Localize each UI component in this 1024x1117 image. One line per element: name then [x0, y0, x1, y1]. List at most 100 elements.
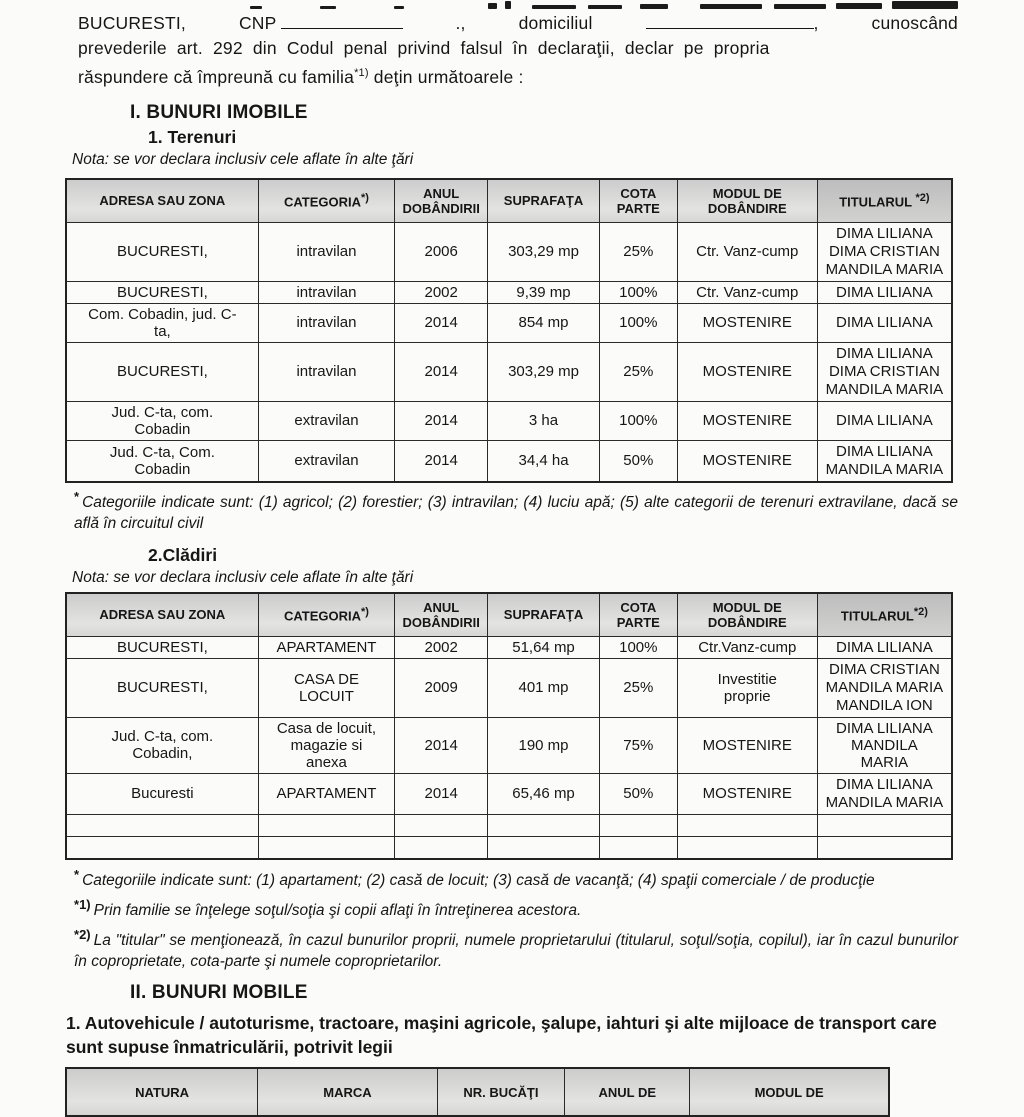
scan-artifact-fragment	[588, 5, 622, 9]
table-cell: 2009	[394, 657, 489, 718]
column-header: ADRESA SAU ZONA	[65, 592, 259, 637]
cnp-blank-field	[280, 13, 403, 29]
footnote-ref-1: *1)	[354, 67, 369, 79]
table-cell: 2006	[394, 221, 489, 282]
table-row: BUCURESTI, intravilan 2002 9,39 mp 100% Ctr. …	[65, 280, 953, 304]
table-cell: 303,29 mp	[487, 221, 600, 282]
table-cell: Jud. C-ta, com. Cobadin,	[65, 716, 259, 774]
nota-cladiri: Nota: se vor declara inclusiv cele aflat…	[72, 568, 414, 586]
empty-table-cell	[394, 835, 489, 860]
intro-domiciliul-blank: ,	[645, 11, 819, 36]
table-row: BUCURESTI, intravilan 2006 303,29 mp 25% Ctr.…	[65, 221, 953, 282]
table-cell: 2002	[394, 280, 489, 304]
table-cell: BUCURESTI,	[65, 635, 259, 659]
intro-line-2: prevederile art. 292 din Codul penal pri…	[78, 38, 770, 58]
table-cell: 303,29 mp	[487, 341, 600, 402]
table-cell: 2002	[394, 635, 489, 659]
footnote-categorii-cladiri: * Categoriile indicate sunt: (1) apartame…	[74, 866, 875, 890]
table-cell: Investitie proprie	[676, 657, 818, 718]
table-cell: MOSTENIRE	[676, 439, 818, 483]
table-cell: Jud. C-ta, com. Cobadin	[65, 400, 259, 441]
empty-table-cell	[487, 813, 600, 837]
scan-artifact-fragment	[250, 6, 262, 9]
intro-punct: .,	[455, 13, 466, 33]
scan-artifact-fragment	[532, 5, 576, 9]
table-cell: 2014	[394, 772, 489, 815]
column-header: MODUL DE DOBÂNDIRE	[676, 592, 818, 637]
table-cell: intravilan	[257, 221, 396, 282]
empty-table-cell	[676, 835, 818, 860]
nota-terenuri: Nota: se vor declara inclusiv cele aflat…	[72, 150, 414, 168]
footnote-titular: *2) La "titular" se menţionează, în cazul…	[74, 927, 958, 971]
table-cell: DIMA LILIANA MANDILA MARIA	[816, 772, 953, 815]
table-cell: 2014	[394, 302, 489, 343]
table-cell: 190 mp	[487, 716, 600, 774]
table-cell: intravilan	[257, 341, 396, 402]
table-cell: 401 mp	[487, 657, 600, 718]
scan-artifact-fragment	[774, 4, 826, 9]
intro-city: BUCURESTI,	[78, 13, 186, 33]
scan-artifact-fragment	[320, 6, 336, 9]
column-header: ANUL DOBÂNDIRII	[394, 178, 489, 223]
column-header: ANUL DOBÂNDIRII	[394, 592, 489, 637]
column-header: ADRESA SAU ZONA	[65, 178, 259, 223]
declaration-intro: BUCURESTI, CNP ., domiciliul , cunoscând…	[78, 11, 958, 90]
intro-cunoscand: cunoscând	[871, 13, 958, 33]
scan-artifact-fragment	[505, 1, 511, 9]
table-cell: Ctr. Vanz-cump	[676, 221, 818, 282]
column-header: TITULARUL*2)	[816, 592, 953, 637]
column-header: COTA PARTE	[598, 592, 678, 637]
column-header: SUPRAFAŢA	[487, 592, 600, 637]
table-cell: 50%	[598, 439, 678, 483]
table-cell: MOSTENIRE	[676, 341, 818, 402]
footnote-terenuri: * Categoriile indicate sunt: (1) agricol;…	[74, 488, 958, 532]
table-row: Jud. C-ta, com. Cobadin, Casa de locuit, …	[65, 716, 953, 774]
table-cell: DIMA LILIANA	[816, 400, 953, 441]
column-header: NR. BUCĂŢI	[436, 1067, 566, 1117]
table-cell: 34,4 ha	[487, 439, 600, 483]
table-cell: APARTAMENT	[257, 635, 396, 659]
intro-line-3: răspundere că împreună cu familia*1) deţ…	[78, 66, 524, 87]
table-terenuri: ADRESA SAU ZONA CATEGORIA*) ANUL DOBÂNDIRI…	[65, 177, 953, 483]
paragraph-autovehicule: 1. Autovehicule / autoturisme, tractoare…	[66, 1013, 937, 1058]
table-cell: BUCURESTI,	[65, 221, 259, 282]
table-cell: CASA DE LOCUIT	[257, 657, 396, 718]
table-cell: 2014	[394, 341, 489, 402]
table-cell: 50%	[598, 772, 678, 815]
table-cell: 25%	[598, 221, 678, 282]
subsection-title-terenuri: 1. Terenuri	[148, 126, 237, 147]
scanned-declaration-page: BUCURESTI, CNP ., domiciliul , cunoscând…	[64, 0, 958, 1117]
table-cell: extravilan	[257, 400, 396, 441]
table-cell: 100%	[598, 302, 678, 343]
scan-artifact-fragment	[488, 3, 497, 9]
table-autovehicule: NATURA MARCA NR. BUCĂŢI ANUL DE MODUL DE	[65, 1067, 890, 1117]
table-cell: intravilan	[257, 302, 396, 343]
column-header: MARCA	[257, 1067, 438, 1117]
empty-table-cell	[598, 813, 678, 837]
table-cell: BUCURESTI,	[65, 657, 259, 718]
table-row: Com. Cobadin, jud. C- ta, intravilan 2014 8…	[65, 302, 953, 343]
subsection-title-cladiri: 2.Clădiri	[148, 544, 218, 565]
table-cell: 3 ha	[487, 400, 600, 441]
table-row: Bucuresti APARTAMENT 2014 65,46 mp 50% MOSTEN…	[65, 772, 953, 815]
table-cell: 2014	[394, 439, 489, 483]
table-cell: Jud. C-ta, Com. Cobadin	[65, 439, 259, 483]
scan-artifact-fragment	[640, 4, 668, 9]
clipped-line-artifact	[64, 0, 958, 9]
table-cell: DIMA CRISTIAN MANDILA MARIA MANDILA ION	[816, 657, 953, 718]
column-header: COTA PARTE	[598, 178, 678, 223]
intro-cnp-label: CNP	[239, 11, 403, 36]
empty-table-cell	[65, 835, 259, 860]
table-row: Jud. C-ta, com. Cobadin extravilan 2014 3 h…	[65, 400, 953, 441]
table-cell: APARTAMENT	[257, 772, 396, 815]
table-cell: 25%	[598, 341, 678, 402]
column-header: CATEGORIA*)	[257, 592, 396, 637]
empty-table-row	[65, 835, 953, 860]
table-cell: MOSTENIRE	[676, 772, 818, 815]
table-cell: BUCURESTI,	[65, 341, 259, 402]
empty-table-cell	[816, 835, 953, 860]
table-header-row: NATURA MARCA NR. BUCĂŢI ANUL DE MODUL DE	[65, 1067, 890, 1117]
table-cell: Com. Cobadin, jud. C- ta,	[65, 302, 259, 343]
table-cell: BUCURESTI,	[65, 280, 259, 304]
empty-table-cell	[65, 813, 259, 837]
